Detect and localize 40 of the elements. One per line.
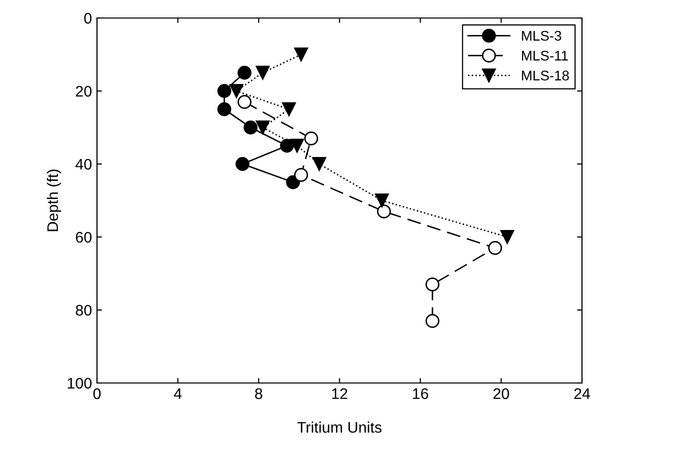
x-tick-label: 8	[255, 388, 262, 400]
point	[488, 241, 502, 255]
y-tick-label: 20	[76, 86, 92, 97]
y-tick-label: 100	[68, 378, 92, 389]
y-axis-title: Depth (ft)	[46, 170, 62, 232]
point	[238, 66, 252, 80]
x-tick-label: 16	[413, 388, 428, 400]
legend-label: MLS-18	[522, 70, 569, 80]
x-tick-label: 0	[93, 388, 101, 400]
point	[244, 120, 258, 134]
point	[217, 102, 232, 116]
legend-label: MLS-11	[522, 50, 568, 61]
point	[426, 278, 440, 292]
x-tick-label: 24	[574, 388, 590, 399]
point	[304, 132, 318, 146]
point	[229, 84, 244, 98]
y-tick-label: 40	[76, 158, 92, 170]
legend-label: MLS-3	[522, 30, 562, 41]
point	[426, 314, 440, 328]
point	[374, 194, 389, 208]
point	[294, 48, 308, 62]
point	[236, 157, 250, 171]
x-tick-label: 12	[332, 388, 348, 399]
point	[256, 66, 270, 80]
y-tick-label: 80	[76, 304, 92, 316]
point	[217, 84, 232, 98]
point	[294, 168, 308, 182]
x-axis-title: Tritium Units	[297, 422, 382, 433]
point	[377, 204, 391, 218]
x-tick-label: 4	[174, 388, 182, 399]
point	[282, 102, 296, 116]
y-tick-label: 60	[76, 232, 92, 243]
point	[256, 120, 270, 134]
point	[238, 95, 252, 109]
point	[280, 138, 294, 153]
y-tick-label: 0	[84, 12, 92, 24]
point	[290, 138, 304, 153]
x-tick-label: 20	[493, 388, 510, 400]
point	[500, 230, 514, 244]
point	[312, 157, 326, 171]
